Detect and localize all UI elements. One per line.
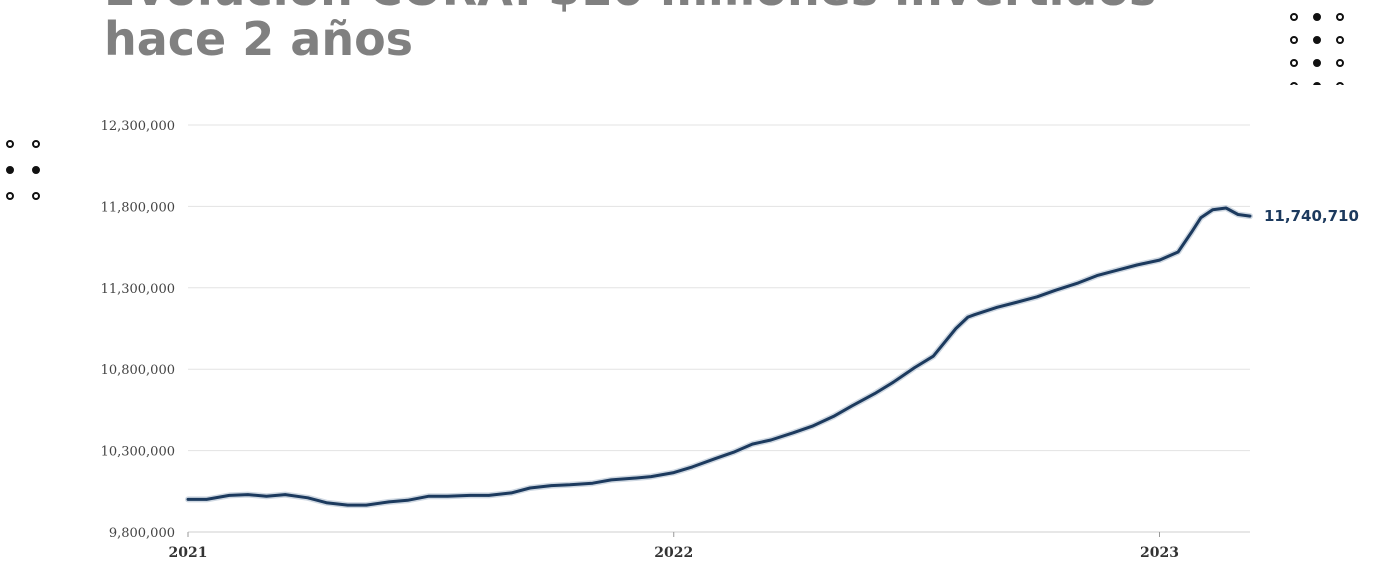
data-point bbox=[913, 366, 916, 369]
y-axis: 9,800,000 10,300,000 10,800,000 11,300,000 1… bbox=[101, 119, 175, 541]
y-tick-label: 12,300,000 bbox=[101, 119, 175, 134]
data-point bbox=[672, 471, 675, 474]
data-point bbox=[995, 306, 999, 309]
page-title-line2: hace 2 años bbox=[104, 12, 414, 66]
series-line-shadow bbox=[185, 205, 1253, 509]
data-point bbox=[265, 494, 268, 498]
x-tick-label: 2021 bbox=[169, 545, 208, 561]
data-point bbox=[1211, 208, 1214, 211]
data-point bbox=[810, 424, 814, 428]
y-tick-label: 10,300,000 bbox=[101, 445, 175, 460]
data-point bbox=[713, 457, 717, 460]
y-tick-label: 9,800,000 bbox=[109, 526, 175, 541]
data-point bbox=[591, 481, 594, 485]
data-point bbox=[1176, 250, 1180, 254]
data-point bbox=[246, 493, 250, 496]
data-point bbox=[1014, 301, 1017, 304]
data-point bbox=[427, 494, 431, 498]
dot-grid-icon-left bbox=[6, 140, 40, 202]
page-title: Evolución CORA: $10 millones invertidos … bbox=[104, 0, 1156, 64]
data-point bbox=[487, 494, 490, 497]
data-point bbox=[751, 442, 754, 446]
data-point bbox=[966, 315, 970, 319]
series-line bbox=[186, 206, 1252, 507]
data-point bbox=[528, 486, 532, 490]
data-point bbox=[325, 501, 328, 504]
data-point bbox=[346, 503, 349, 507]
data-point bbox=[1224, 206, 1228, 210]
dot-grid-icon bbox=[1290, 13, 1350, 85]
data-point bbox=[873, 392, 876, 395]
data-point bbox=[1054, 289, 1057, 292]
data-point bbox=[1199, 216, 1202, 219]
data-point bbox=[1117, 268, 1120, 272]
data-point bbox=[1158, 258, 1161, 262]
data-point bbox=[1236, 213, 1240, 216]
data-point bbox=[550, 484, 553, 487]
data-point bbox=[446, 494, 449, 498]
x-tick-label: 2023 bbox=[1140, 545, 1179, 561]
data-point bbox=[1190, 231, 1193, 234]
y-tick-label: 11,800,000 bbox=[101, 200, 175, 215]
data-point bbox=[468, 494, 472, 497]
data-point bbox=[1077, 281, 1080, 285]
data-point bbox=[387, 500, 391, 504]
data-point bbox=[1135, 263, 1139, 267]
data-point bbox=[691, 465, 694, 469]
data-point bbox=[365, 503, 368, 507]
page-title-line1: Evolución CORA: $10 millones invertidos bbox=[104, 0, 1156, 16]
data-point bbox=[973, 313, 976, 316]
data-point bbox=[832, 415, 835, 418]
data-point bbox=[186, 498, 190, 501]
data-point bbox=[631, 477, 634, 480]
data-point bbox=[850, 404, 854, 408]
data-point bbox=[510, 491, 513, 495]
data-point bbox=[769, 438, 773, 442]
data-point bbox=[568, 483, 572, 486]
data-point bbox=[932, 354, 935, 358]
chart-series bbox=[185, 205, 1253, 509]
data-point bbox=[610, 478, 613, 482]
data-point bbox=[205, 498, 208, 501]
data-point bbox=[792, 431, 795, 434]
data-point bbox=[1248, 214, 1252, 218]
data-point bbox=[954, 327, 958, 330]
end-value-label: 11,740,710 bbox=[1264, 207, 1359, 225]
x-tick-label: 2022 bbox=[654, 545, 693, 561]
data-point bbox=[892, 381, 895, 384]
y-tick-label: 10,800,000 bbox=[101, 363, 175, 378]
data-point bbox=[1035, 295, 1039, 298]
data-point bbox=[283, 493, 287, 496]
data-point bbox=[306, 496, 309, 500]
chart-grid bbox=[188, 124, 1250, 533]
data-point bbox=[228, 494, 231, 497]
x-axis: 2021 2022 2023 bbox=[169, 532, 1179, 561]
data-point bbox=[1095, 274, 1099, 277]
data-point bbox=[732, 451, 735, 454]
data-point bbox=[649, 475, 653, 478]
y-tick-label: 11,300,000 bbox=[101, 282, 175, 297]
data-point bbox=[406, 499, 409, 502]
